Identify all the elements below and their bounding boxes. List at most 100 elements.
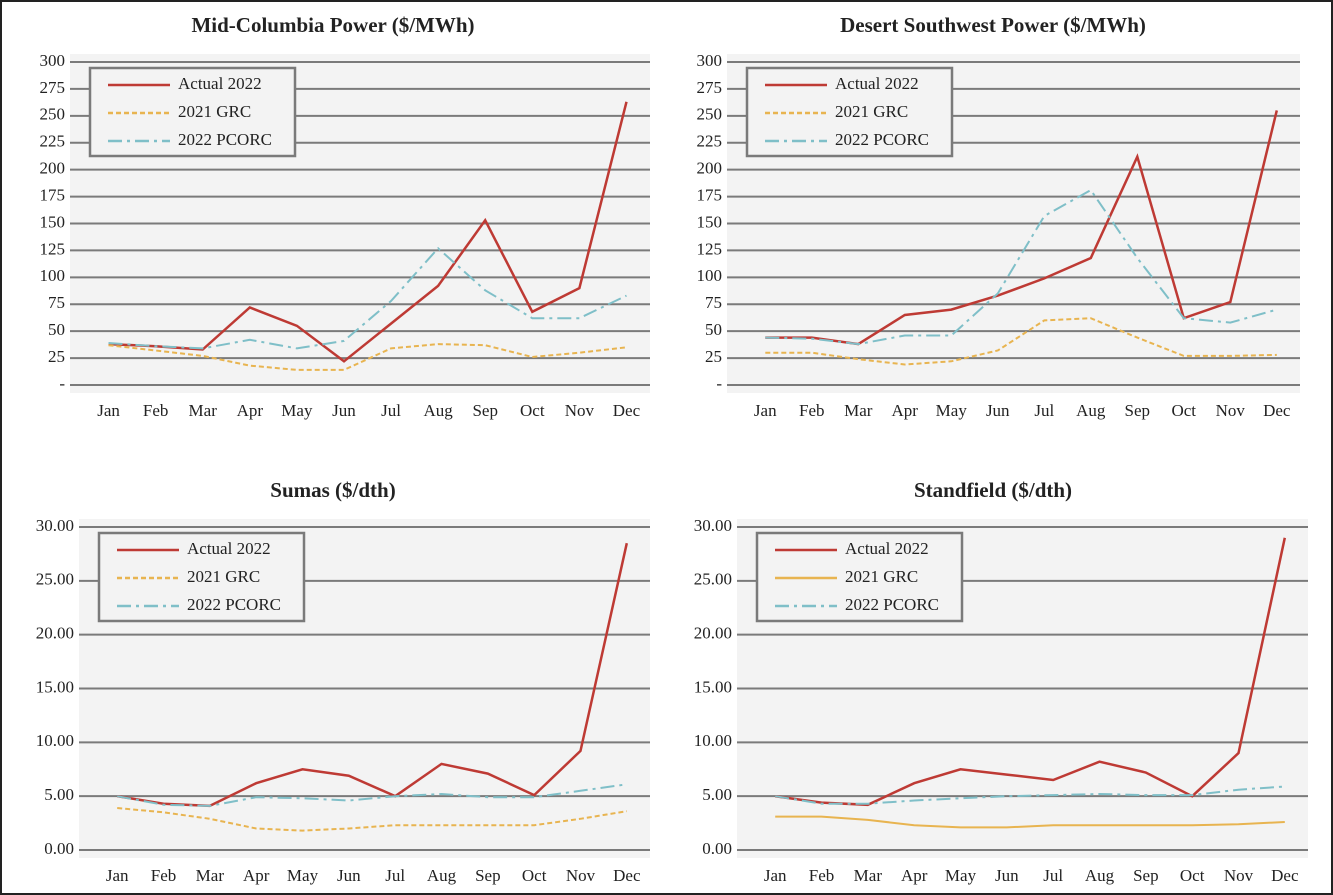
y-tick-label: 150 [40,212,66,231]
x-tick-label: Sep [472,401,498,420]
y-tick-label: 125 [697,239,723,258]
x-tick-label: Sep [475,866,501,885]
x-tick-label: Nov [566,866,596,885]
x-tick-label: Jul [1034,401,1054,420]
y-tick-label: 15.00 [36,677,74,696]
y-tick-label: 100 [40,266,66,285]
y-tick-label: - [716,374,722,393]
y-tick-label: 100 [697,266,723,285]
legend-box [745,66,954,158]
legend-label: 2022 PCORC [187,595,281,614]
x-tick-label: Jan [754,401,777,420]
y-tick-label: 10.00 [36,731,74,750]
series-line [765,317,1277,366]
y-tick-label: 175 [40,185,66,204]
y-tick-label: 300 [40,51,66,70]
series-line [765,188,1278,346]
x-tick-label: Oct [520,401,545,420]
x-tick-label: Jan [764,866,787,885]
x-tick-label: Dec [1263,401,1291,420]
x-tick-label: May [945,866,977,885]
y-tick-label: 125 [40,239,66,258]
y-tick-label: 75 [48,293,65,312]
x-tick-label: Feb [151,866,177,885]
series-line [117,783,627,807]
y-tick-label: 0.00 [702,839,732,858]
x-tick-label: Dec [613,401,641,420]
x-tick-label: May [281,401,313,420]
series-line [117,807,627,832]
x-tick-label: Jan [97,401,120,420]
y-tick-label: 300 [697,51,723,70]
chart-title: Mid-Columbia Power ($/MWh) [191,13,474,37]
x-tick-label: Aug [427,866,457,885]
series-line [775,815,1285,829]
y-tick-label: 275 [697,78,723,97]
y-tick-label: 20.00 [36,624,74,643]
x-tick-label: Jun [986,401,1010,420]
x-tick-label: Feb [809,866,835,885]
legend-label: Actual 2022 [845,539,929,558]
x-tick-label: May [287,866,319,885]
x-tick-label: Mar [196,866,225,885]
y-tick-label: 200 [697,159,723,178]
legend-label: 2021 GRC [835,102,908,121]
x-tick-label: Feb [799,401,825,420]
y-tick-label: 225 [40,132,66,151]
y-tick-label: 75 [705,293,722,312]
legend-label: 2021 GRC [845,567,918,586]
y-tick-label: 25.00 [36,570,74,589]
x-tick-label: Jun [332,401,356,420]
x-tick-label: Feb [143,401,169,420]
y-tick-label: 250 [40,105,66,124]
y-tick-label: 50 [705,320,722,339]
y-tick-label: 150 [697,212,723,231]
y-tick-label: 15.00 [694,677,732,696]
x-tick-label: Jul [385,866,405,885]
x-tick-label: Mar [854,866,883,885]
x-tick-label: Aug [1076,401,1106,420]
x-tick-label: Apr [243,866,270,885]
legend-label: 2022 PCORC [178,130,272,149]
y-tick-label: 50 [48,320,65,339]
x-tick-label: Jun [995,866,1019,885]
x-tick-label: Jul [1043,866,1063,885]
series-line [108,246,627,350]
x-tick-label: Mar [189,401,218,420]
legend-label: 2021 GRC [178,102,251,121]
y-tick-label: 5.00 [702,785,732,804]
legend-label: 2021 GRC [187,567,260,586]
x-tick-label: Apr [901,866,928,885]
x-tick-label: Dec [1271,866,1299,885]
y-tick-label: 20.00 [694,624,732,643]
x-tick-label: Nov [1216,401,1246,420]
y-tick-label: 25 [705,347,722,366]
x-tick-label: Sep [1133,866,1159,885]
y-tick-label: 25 [48,347,65,366]
y-tick-label: 275 [40,78,66,97]
x-tick-label: Aug [1085,866,1115,885]
legend-label: 2022 PCORC [845,595,939,614]
series-line [775,785,1285,805]
legend-label: Actual 2022 [187,539,271,558]
chart-title: Standfield ($/dth) [914,478,1072,502]
x-tick-label: Sep [1125,401,1151,420]
y-tick-label: 30.00 [694,516,732,535]
x-tick-label: May [936,401,968,420]
y-tick-label: 30.00 [36,516,74,535]
legend-label: Actual 2022 [178,74,262,93]
x-tick-label: Jul [381,401,401,420]
x-tick-label: Oct [1171,401,1196,420]
x-tick-label: Jun [337,866,361,885]
y-tick-label: 10.00 [694,731,732,750]
x-tick-label: Aug [423,401,453,420]
y-tick-label: - [59,374,65,393]
y-tick-label: 175 [697,185,723,204]
x-tick-label: Nov [565,401,595,420]
y-tick-label: 5.00 [44,785,74,804]
x-tick-label: Oct [522,866,547,885]
x-tick-label: Oct [1180,866,1205,885]
legend-label: Actual 2022 [835,74,919,93]
